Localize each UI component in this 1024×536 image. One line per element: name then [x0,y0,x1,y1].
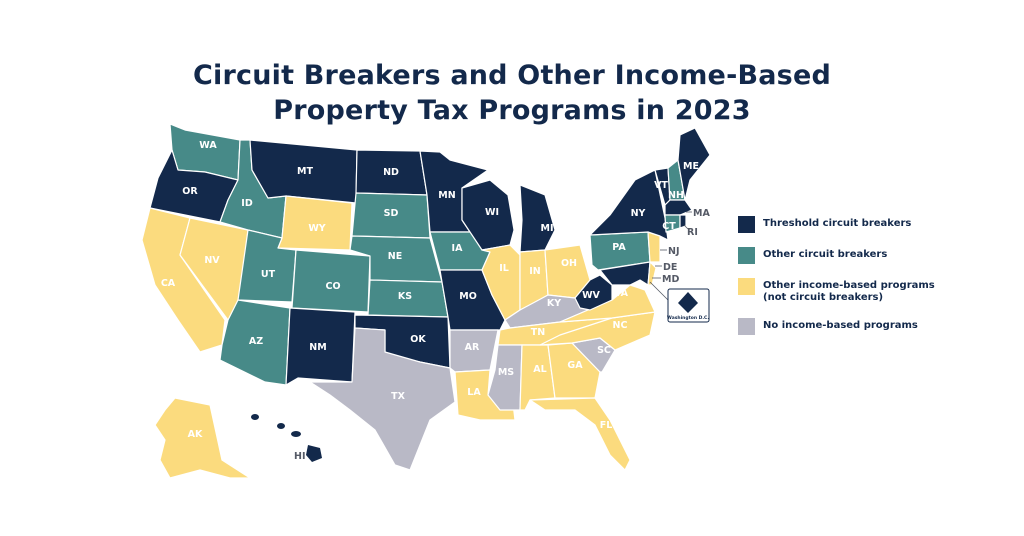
state-ma[interactable] [664,199,693,216]
svg-text:NJ: NJ [668,246,680,257]
svg-text:IL: IL [499,263,509,274]
svg-text:DE: DE [663,262,677,273]
svg-text:SC: SC [597,345,611,356]
svg-text:AZ: AZ [249,336,263,347]
svg-text:ND: ND [383,167,399,178]
svg-text:NE: NE [388,251,402,262]
svg-text:FL: FL [600,420,613,431]
state-va[interactable] [559,284,656,323]
legend-swatch-other-cb [738,247,755,264]
svg-text:NC: NC [613,320,628,331]
state-ak[interactable] [154,397,251,479]
svg-text:AL: AL [533,364,546,375]
svg-text:PA: PA [612,242,626,253]
dc-leader-line [649,281,669,301]
legend-swatch-income-based [738,278,755,295]
svg-text:LA: LA [467,387,481,398]
svg-text:MI: MI [541,223,554,234]
svg-text:MS: MS [498,367,514,378]
svg-text:IA: IA [452,243,464,254]
legend-item-income-based: Other income-based programs (not circuit… [738,278,935,304]
svg-text:ME: ME [683,161,699,172]
svg-text:WI: WI [485,207,499,218]
dc-label: Washington D.C. [667,315,709,321]
svg-text:CA: CA [161,278,176,289]
state-tx[interactable] [309,327,456,471]
svg-text:NH: NH [668,190,684,201]
title-line-1: Circuit Breakers and Other Income-Based [193,60,831,91]
legend-item-other-cb: Other circuit breakers [738,247,935,264]
svg-text:MN: MN [438,190,455,201]
svg-text:MT: MT [297,166,313,177]
svg-text:MO: MO [459,291,477,302]
svg-text:OR: OR [182,186,198,197]
legend-item-none: No income-based programs [738,318,935,335]
svg-text:WA: WA [199,140,217,151]
svg-text:KS: KS [398,291,412,302]
state-nm[interactable] [285,307,356,386]
svg-text:NV: NV [204,255,220,266]
svg-text:AR: AR [465,342,480,353]
svg-text:OH: OH [561,258,577,269]
state-labels: WA OR CA NV ID MT WY UT CO AZ NM ND SD N… [161,140,699,440]
svg-text:KY: KY [547,298,561,309]
svg-text:OK: OK [410,334,426,345]
svg-text:AK: AK [188,429,203,440]
state-ri[interactable] [679,214,687,229]
svg-text:VT: VT [654,180,668,191]
svg-text:NM: NM [309,342,326,353]
title-line-2: Property Tax Programs in 2023 [273,95,751,126]
svg-text:SD: SD [384,208,399,219]
svg-text:CT: CT [662,221,676,232]
svg-text:VA: VA [614,288,629,299]
state-nj[interactable] [647,231,661,263]
state-dc[interactable] [678,292,698,313]
map-title: Circuit Breakers and Other Income-Based … [0,58,1024,128]
state-mi[interactable] [519,184,556,253]
legend-swatch-none [738,318,755,335]
state-wy[interactable] [277,195,353,251]
svg-text:UT: UT [261,269,276,280]
svg-text:MD: MD [662,274,679,285]
outside-state-labels: MA RI NJ DE MD HI [294,208,710,462]
svg-text:ID: ID [241,198,253,209]
svg-text:TN: TN [531,327,545,338]
state-de[interactable] [647,261,657,286]
svg-text:WV: WV [582,290,600,301]
svg-text:RI: RI [687,227,698,238]
legend: Threshold circuit breakers Other circuit… [738,216,935,349]
state-fl[interactable] [529,397,631,471]
svg-text:WY: WY [308,223,325,234]
svg-text:GA: GA [567,360,583,371]
legend-swatch-threshold [738,216,755,233]
svg-text:IN: IN [529,266,541,277]
state-wv[interactable] [574,274,613,311]
svg-text:MA: MA [693,208,710,219]
svg-text:HI: HI [294,451,306,462]
svg-text:TX: TX [391,391,405,402]
svg-text:NY: NY [631,208,646,219]
state-hi[interactable] [251,414,322,462]
svg-text:CO: CO [325,281,340,292]
legend-item-threshold: Threshold circuit breakers [738,216,935,233]
